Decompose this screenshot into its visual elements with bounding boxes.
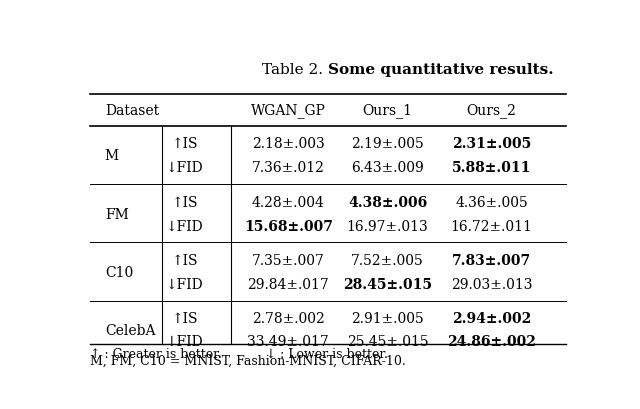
Text: WGAN_GP: WGAN_GP xyxy=(251,103,326,118)
Text: 25.45±.015: 25.45±.015 xyxy=(347,334,428,348)
Text: 7.35±.007: 7.35±.007 xyxy=(252,254,324,268)
Text: M, FM, C10 = MNIST, Fashion-MNIST, CIFAR-10.: M, FM, C10 = MNIST, Fashion-MNIST, CIFAR… xyxy=(90,354,406,367)
Text: Ours_1: Ours_1 xyxy=(362,103,413,118)
Text: 28.45±.015: 28.45±.015 xyxy=(343,277,432,291)
Text: 4.38±.006: 4.38±.006 xyxy=(348,196,427,209)
Text: ↓FID: ↓FID xyxy=(165,160,203,174)
Text: ↓FID: ↓FID xyxy=(165,277,203,291)
Text: 2.94±.002: 2.94±.002 xyxy=(452,311,531,325)
Text: ↑IS: ↑IS xyxy=(171,254,197,268)
Text: 29.03±.013: 29.03±.013 xyxy=(451,277,532,291)
Text: Table 2.: Table 2. xyxy=(262,63,328,76)
Text: FM: FM xyxy=(105,207,129,221)
Text: 5.88±.011: 5.88±.011 xyxy=(452,160,531,174)
Text: 7.36±.012: 7.36±.012 xyxy=(252,160,324,174)
Text: 7.52±.005: 7.52±.005 xyxy=(351,254,424,268)
Text: 2.31±.005: 2.31±.005 xyxy=(452,137,531,151)
Text: 4.28±.004: 4.28±.004 xyxy=(252,196,324,209)
Text: ↑IS: ↑IS xyxy=(171,137,197,151)
Text: 29.84±.017: 29.84±.017 xyxy=(248,277,329,291)
Text: M: M xyxy=(105,148,119,162)
Text: C10: C10 xyxy=(105,265,133,279)
Text: 6.43±.009: 6.43±.009 xyxy=(351,160,424,174)
Text: ↓FID: ↓FID xyxy=(165,219,203,233)
Text: 7.83±.007: 7.83±.007 xyxy=(452,254,531,268)
Text: 4.36±.005: 4.36±.005 xyxy=(455,196,528,209)
Text: ↓FID: ↓FID xyxy=(165,334,203,348)
Text: Some quantitative results.: Some quantitative results. xyxy=(328,63,554,76)
Text: 33.49±.017: 33.49±.017 xyxy=(248,334,329,348)
Text: 2.18±.003: 2.18±.003 xyxy=(252,137,324,151)
Text: 2.19±.005: 2.19±.005 xyxy=(351,137,424,151)
Text: CelebA: CelebA xyxy=(105,323,156,337)
Text: 15.68±.007: 15.68±.007 xyxy=(244,219,333,233)
Text: Dataset: Dataset xyxy=(105,103,159,117)
Text: 16.72±.011: 16.72±.011 xyxy=(451,219,532,233)
Text: 24.86±.002: 24.86±.002 xyxy=(447,334,536,348)
Text: ↑IS: ↑IS xyxy=(171,311,197,325)
Text: 2.78±.002: 2.78±.002 xyxy=(252,311,324,325)
Text: 2.91±.005: 2.91±.005 xyxy=(351,311,424,325)
Text: ↑IS: ↑IS xyxy=(171,196,197,209)
Text: ↑ : Greater is better.           ↓ : Lower is better.: ↑ : Greater is better. ↓ : Lower is bett… xyxy=(90,346,388,360)
Text: 16.97±.013: 16.97±.013 xyxy=(347,219,428,233)
Text: Ours_2: Ours_2 xyxy=(467,103,516,118)
